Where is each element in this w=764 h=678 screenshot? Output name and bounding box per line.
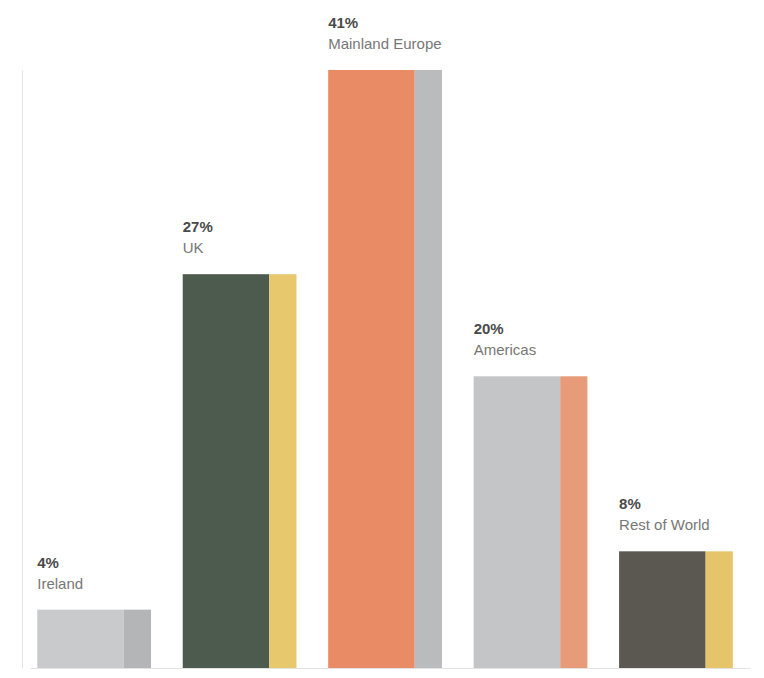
bar <box>183 274 270 668</box>
y-axis-line <box>22 71 23 669</box>
category-label: Ireland <box>37 575 83 592</box>
bar <box>328 70 415 668</box>
bar <box>619 551 706 668</box>
data-label: 4% <box>37 554 59 571</box>
data-label: 8% <box>619 495 641 512</box>
x-axis-line <box>31 668 751 669</box>
bar <box>474 376 561 668</box>
data-label: 20% <box>474 320 504 337</box>
category-label: UK <box>183 239 204 256</box>
bar-side <box>706 551 733 668</box>
data-label: 41% <box>328 14 358 31</box>
data-label: 27% <box>183 218 213 235</box>
chart: 4% Ireland 27% UK 41% Mainland Europe 20% Ameri… <box>0 0 764 678</box>
category-label: Mainland Europe <box>328 35 441 52</box>
category-label: Rest of World <box>619 516 710 533</box>
bar-side <box>415 70 442 668</box>
bar-group <box>37 610 151 668</box>
bar-side <box>560 376 587 668</box>
y-axis <box>22 71 23 669</box>
labels: 4% Ireland 27% UK 41% Mainland Europe 20% Ameri… <box>37 14 709 592</box>
category-label: Americas <box>474 341 537 358</box>
bar-side <box>269 274 296 668</box>
bar-group <box>328 70 442 668</box>
bars <box>37 70 733 668</box>
bar-side <box>124 610 151 668</box>
x-axis <box>31 668 751 669</box>
bar-group <box>619 551 733 668</box>
bar-group <box>183 274 297 668</box>
bar <box>37 610 124 668</box>
bar-group <box>474 376 588 668</box>
